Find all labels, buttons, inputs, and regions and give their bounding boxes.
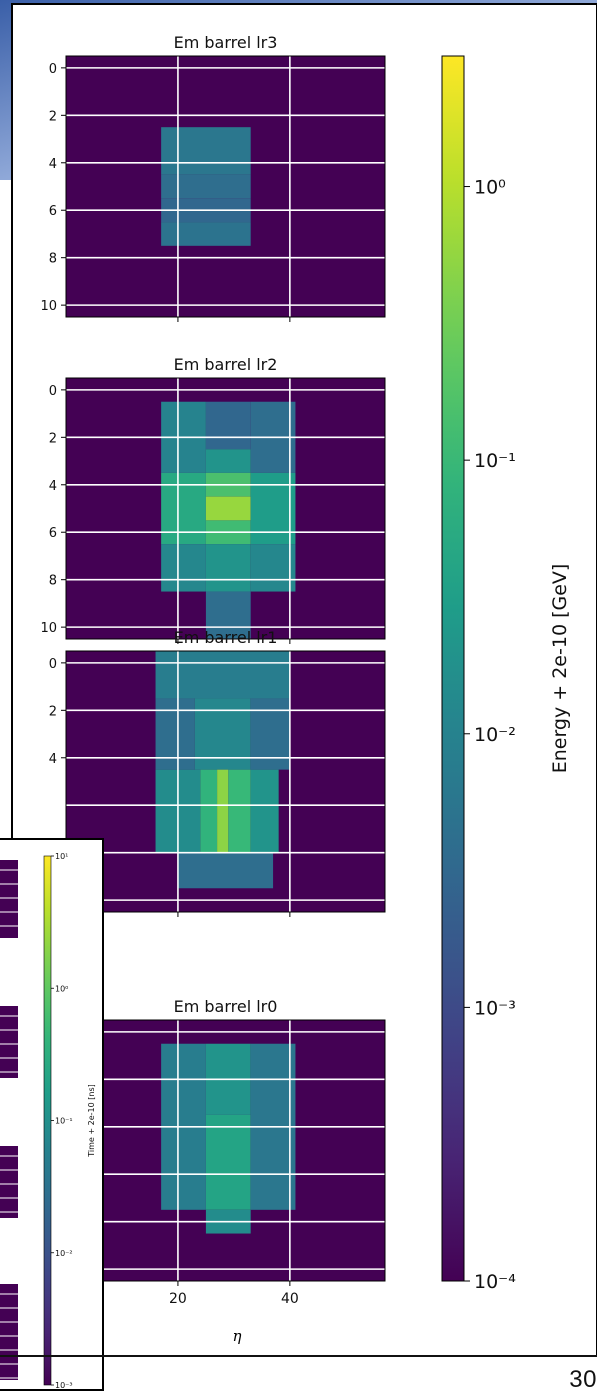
colorbar: [441, 55, 465, 1282]
panel-title: Em barrel lr3: [174, 33, 278, 52]
inset-heatmap-cell: [0, 1006, 18, 1078]
heatmap-cell: [161, 222, 251, 246]
y-tick-label: 2: [49, 431, 57, 446]
heatmap-cell: [250, 698, 290, 770]
heatmap-panel: Em barrel lr2 0 2 4 6 8 10: [40, 355, 386, 644]
y-tick-label: 2: [49, 109, 57, 124]
y-tick-label: 4: [49, 479, 57, 494]
inset-heatmap-cell: [0, 1284, 18, 1380]
heatmap-cell: [161, 472, 206, 545]
inset-heatmap-strip: [0, 1006, 18, 1078]
inset-tick-label: 10⁻¹: [55, 1117, 73, 1126]
heatmap-cell: [250, 769, 279, 853]
heatmap-cell: [155, 651, 290, 699]
y-tick-label: 10: [40, 621, 57, 636]
page-number: 30: [569, 1366, 597, 1393]
heatmap-cell: [205, 401, 251, 450]
y-tick-label: 10: [40, 299, 57, 314]
y-tick-label: 0: [49, 657, 57, 672]
heatmap-cell: [250, 544, 296, 592]
x-tick-label: 20: [169, 1291, 187, 1307]
slide-divider: [0, 1355, 597, 1357]
heatmap-panel: Em barrel lr1 0 2 4: [49, 628, 386, 917]
y-tick-label: 0: [49, 384, 57, 399]
heatmap-cell: [200, 769, 218, 853]
heatmap-cell: [177, 852, 274, 889]
inset-tick-label: 10⁻³: [55, 1381, 73, 1390]
panel-frame: [65, 377, 386, 640]
inset-colorbar: [43, 855, 52, 1386]
heatmap-cell: [250, 472, 296, 545]
panel-frame: [65, 650, 386, 913]
panel-title: Em barrel lr1: [174, 628, 278, 647]
inset-colorbar-label: Time + 2e-10 [ns]: [87, 1084, 96, 1157]
x-axis-label: η: [233, 1327, 242, 1345]
inset-heatmap-strip: [0, 1284, 18, 1380]
inset-heatmap-cell: [0, 860, 18, 938]
colorbar-label: Energy + 2e-10 [GeV]: [549, 564, 571, 774]
y-tick-label: 0: [49, 62, 57, 77]
inset-tick-label: 10¹: [55, 852, 68, 861]
heatmap-cell: [205, 1114, 251, 1210]
y-tick-label: 6: [49, 204, 57, 219]
inset-heatmap-strip: [0, 1146, 18, 1218]
panel-frame: [65, 55, 386, 318]
inset-tick-label: 10⁰: [55, 984, 68, 993]
time-colorbar-inset: 10¹ 10⁰ 10⁻¹ 10⁻² 10⁻³ Time + 2e-10 [ns]: [0, 838, 104, 1391]
x-tick-label: 40: [281, 1291, 299, 1307]
heatmap-cell: [205, 449, 251, 473]
colorbar-tick-label: 10⁻³: [474, 997, 516, 1019]
heatmap-cell: [228, 769, 251, 853]
heatmap-panel: Em barrel lr3 0 2 4 6 8 10: [40, 33, 386, 322]
colorbar-tick-label: 10⁰: [474, 177, 506, 199]
y-tick-label: 4: [49, 157, 57, 172]
inset-tick-label: 10⁻²: [55, 1249, 73, 1258]
panel-title: Em barrel lr2: [174, 355, 278, 374]
heatmap-cell: [194, 698, 251, 770]
y-tick-label: 6: [49, 526, 57, 541]
inset-heatmap-cell: [0, 1146, 18, 1218]
heatmap-cell: [161, 127, 251, 175]
chart: Em barrel lr3 0 2 4 6 8 10 Em barrel lr2 0 2 4 6 8 10…: [11, 3, 597, 1357]
heatmap-cell: [205, 591, 251, 639]
y-tick-label: 8: [49, 252, 57, 267]
heatmap-cell: [217, 769, 229, 853]
colorbar-tick-label: 10⁻²: [474, 724, 516, 746]
y-tick-label: 8: [49, 574, 57, 589]
heatmap-cell: [155, 698, 195, 770]
heatmap-cell: [205, 496, 251, 521]
colorbar-tick-label: 10⁻¹: [474, 450, 516, 472]
panel-title: Em barrel lr0: [174, 997, 278, 1016]
colorbar-tick-label: 10⁻⁴: [474, 1271, 516, 1293]
inset-heatmap-strip: [0, 860, 18, 938]
heatmap-cell: [161, 174, 251, 199]
heatmap-cell: [205, 544, 251, 592]
y-tick-label: 4: [49, 752, 57, 767]
y-tick-label: 2: [49, 704, 57, 719]
heatmap-cell: [161, 544, 206, 592]
heatmap-panel: Em barrel lr0 20 40: [65, 997, 386, 1307]
